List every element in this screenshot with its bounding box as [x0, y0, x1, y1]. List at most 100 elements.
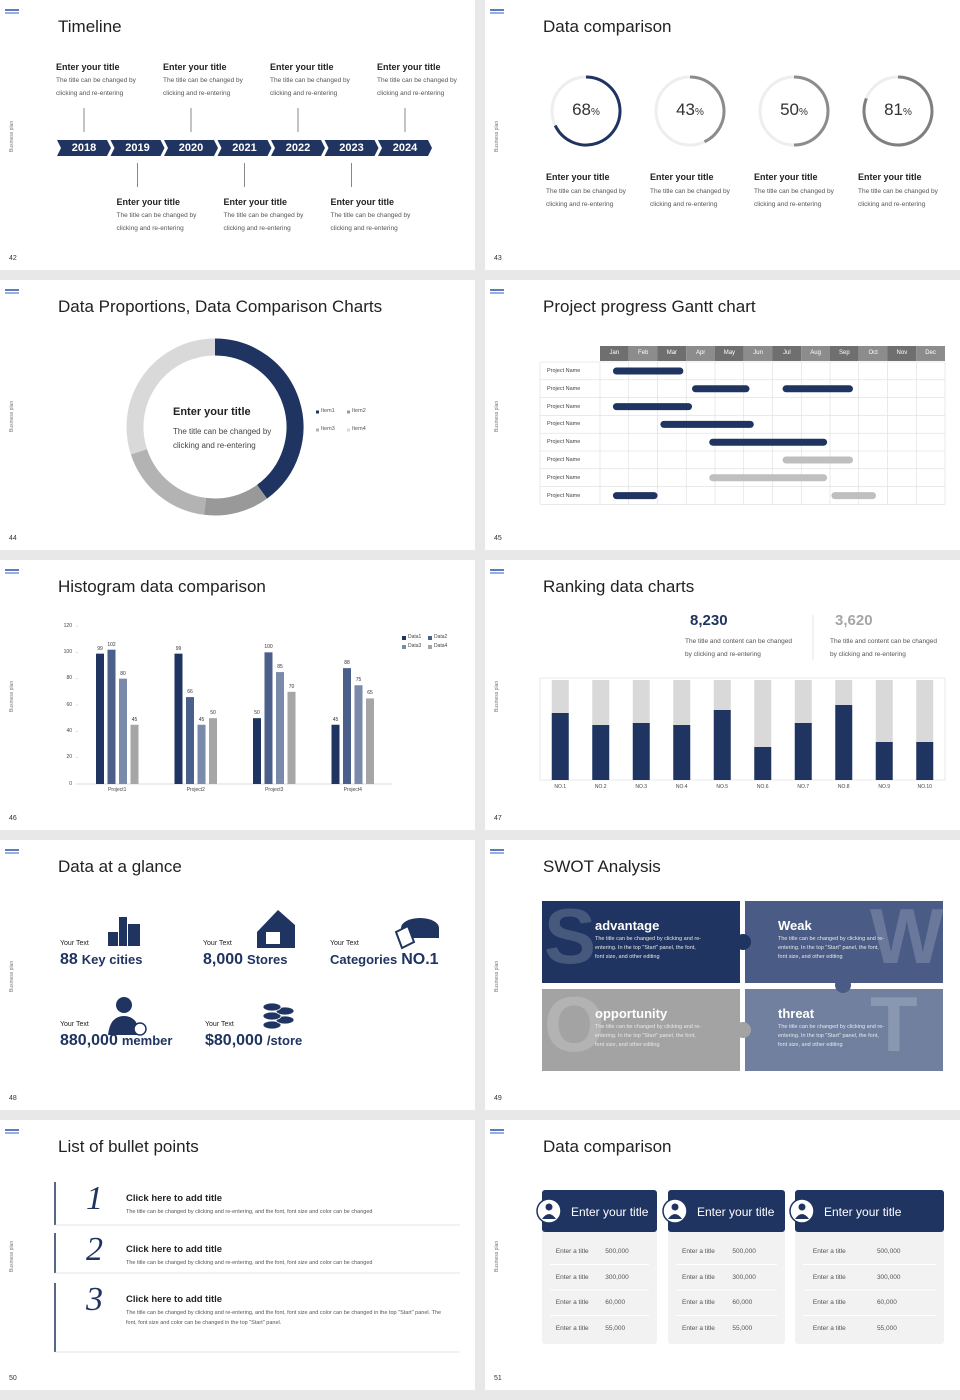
legend-swatch	[316, 428, 319, 432]
row-label: Enter a title	[682, 1299, 715, 1306]
item-value: 88 Key cities	[60, 951, 143, 969]
body-text: clicking and re-entering	[377, 90, 445, 97]
month-header	[628, 346, 658, 361]
percent-value: 43	[676, 100, 695, 119]
card-icon	[668, 1214, 682, 1219]
logo	[490, 1132, 504, 1134]
row-label: Enter a title	[812, 1324, 846, 1332]
page-number: 51	[494, 1375, 502, 1382]
legend-label: Data2	[434, 634, 448, 640]
value-part: Stores	[247, 952, 288, 967]
gantt-bar	[782, 456, 853, 464]
bar	[276, 672, 284, 784]
month-header	[887, 346, 917, 361]
card-icon	[795, 1214, 809, 1219]
item-label: Your Text	[330, 940, 359, 947]
value-part: member	[121, 1033, 173, 1048]
bar-value-label: 85	[277, 664, 283, 671]
legend-swatch	[347, 428, 350, 432]
card-icon	[536, 1198, 562, 1224]
ring-arc	[689, 75, 726, 144]
bullet-title: Click here to add title	[126, 1244, 223, 1255]
slide-graphics	[5, 9, 432, 187]
icon	[108, 932, 118, 946]
donut-segment	[214, 338, 304, 499]
value-part: 8,000	[203, 951, 244, 968]
body-text: The title can be changed by	[546, 188, 626, 195]
y-tick-label: 60	[66, 701, 72, 708]
slide: Project progress Gantt chart 45 Business p…	[485, 280, 960, 550]
month-header	[686, 346, 715, 361]
y-tick-label: 0	[69, 780, 72, 787]
page-number: 48	[9, 1095, 17, 1102]
year-label: 2019	[125, 142, 150, 154]
item-label: Your Text	[205, 1021, 234, 1028]
row-label: Project Name	[547, 457, 581, 463]
bar-value-label: 45	[131, 716, 138, 723]
logo	[490, 9, 504, 11]
logo	[5, 572, 19, 574]
body-text: The title can be changed by	[116, 212, 197, 219]
legend-label: Item3	[321, 426, 335, 432]
x-tick-label: NO.7	[797, 784, 810, 790]
bar-segment	[713, 680, 731, 710]
month-label: Jun	[753, 350, 763, 356]
x-tick-label: NO.4	[675, 784, 688, 790]
card-header	[668, 1190, 785, 1232]
side-label: Business plan	[494, 120, 500, 152]
logo	[490, 852, 504, 854]
percent-label: 68%	[556, 100, 616, 120]
bar-segment	[875, 680, 893, 742]
x-tick-label: NO.8	[837, 784, 850, 790]
body-text: The title can be changed by	[330, 212, 411, 219]
y-tick-label: 20	[66, 754, 72, 761]
bar-segment	[673, 680, 691, 725]
body-text: clicking and re-entering	[163, 90, 231, 97]
bullet-number: 1	[86, 1180, 103, 1217]
bar	[354, 685, 363, 784]
x-tick-label: Project2	[186, 787, 205, 793]
value-part: /store	[266, 1033, 303, 1048]
logo	[490, 849, 504, 851]
legend-swatch	[316, 410, 319, 414]
bullet-text: The title can be changed by clicking and…	[126, 1310, 442, 1326]
side-label: Business plan	[9, 960, 15, 992]
slide: Timeline 42 Business plan 2018 2019 2020 2021 2…	[0, 0, 475, 270]
slide: Data comparison 43 Business plan 68% Enter y…	[485, 0, 960, 270]
logo	[490, 1129, 504, 1131]
card-icon	[542, 1214, 556, 1219]
bar-segment	[713, 710, 731, 780]
slide: Data at a glance 48 Business plan Your Text…	[0, 840, 475, 1110]
row-value: 55,000	[732, 1324, 753, 1332]
bullet-text: The title can be changed by clicking and…	[126, 1260, 373, 1266]
card-icon	[789, 1198, 815, 1224]
row-value: 500,000	[732, 1248, 756, 1255]
value-part: $80,000	[205, 1032, 263, 1049]
row-value: 500,000	[605, 1248, 629, 1255]
body-text: The title can be changed by	[163, 77, 243, 84]
item-value: 880,000 member	[60, 1032, 172, 1050]
bar-segment	[632, 723, 650, 780]
chart-frame	[539, 677, 946, 781]
slide: Ranking data charts 47 Business plan 8,230 T…	[485, 560, 960, 830]
bar	[130, 724, 139, 784]
bullet-title: Click here to add title	[126, 1294, 223, 1305]
value-part: 88	[60, 951, 78, 968]
swot-letter: S	[544, 892, 597, 980]
page-number: 49	[494, 1095, 502, 1102]
swot-text: The title can be changed by clicking and…	[595, 936, 702, 960]
item-title: Enter your title	[330, 197, 395, 207]
card-body	[795, 1225, 944, 1344]
gantt-bar	[831, 492, 876, 500]
month-label: Sep	[839, 350, 850, 356]
logo	[490, 572, 504, 574]
donut-segment	[126, 338, 216, 455]
icon	[262, 1002, 282, 1012]
body-text: The title can be changed by	[173, 427, 272, 436]
year-label: 2021	[232, 142, 257, 154]
month-header	[657, 346, 687, 361]
percent-label: 43%	[660, 100, 720, 120]
legend-swatch	[428, 645, 432, 649]
percent-value: 68	[572, 100, 591, 119]
body-text: The title can be changed by	[223, 212, 304, 219]
